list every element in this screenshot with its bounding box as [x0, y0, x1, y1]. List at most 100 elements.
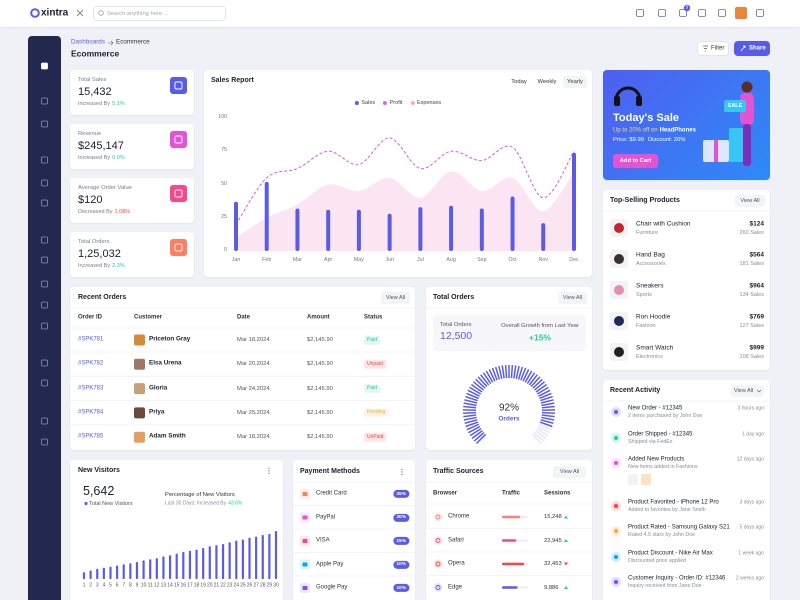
add-to-cart-button[interactable]	[613, 154, 658, 168]
order-id[interactable]: #SPK783	[78, 385, 104, 392]
gauge-tick	[471, 430, 483, 440]
product-image	[614, 347, 624, 357]
customer-avatar	[134, 334, 145, 346]
gauge-tick	[482, 372, 492, 384]
promo-discount: Discount: 20%	[648, 136, 686, 143]
product-image	[614, 223, 624, 233]
x-tick-label: 20	[207, 582, 213, 589]
view-all-label[interactable]: View All	[740, 197, 760, 204]
period-tab[interactable]: Weekly	[537, 78, 557, 85]
browser-icon-dot	[435, 538, 441, 543]
card-title: Top-Selling Products	[610, 197, 680, 205]
view-all-label[interactable]: View All	[562, 294, 583, 301]
person-head	[741, 81, 753, 93]
view-all-label[interactable]: View All	[385, 294, 406, 301]
share-button[interactable]	[734, 41, 770, 56]
search-placeholder[interactable]: Search anything here ...	[107, 10, 169, 17]
payment-name: Credit Card	[316, 490, 347, 497]
visitors-period-change: 43.6%	[228, 499, 243, 506]
gauge-tick	[533, 431, 545, 442]
browser-icon-dot	[435, 585, 441, 590]
order-id[interactable]: #SPK782	[78, 361, 104, 367]
gauge-tick	[491, 367, 498, 381]
stat-icon-glyph	[174, 243, 183, 252]
activity-icon-dot	[614, 461, 618, 465]
product-sales: 108 Sales	[739, 353, 764, 360]
product-name: Chair with Cushion	[636, 220, 691, 228]
view-all-button[interactable]	[558, 292, 587, 304]
stat-label: Revenue	[78, 130, 102, 137]
view-all-button[interactable]	[553, 466, 586, 478]
order-id[interactable]: #SPK784	[78, 409, 104, 416]
activity-title: Added New Products	[628, 456, 685, 463]
card-title: Total Orders	[433, 294, 475, 302]
activity-time: 12 days ago	[736, 455, 764, 462]
legend-label: Sales	[361, 99, 376, 106]
more-icon	[268, 470, 270, 472]
gauge-tick	[463, 402, 477, 407]
order-status: Pending	[364, 408, 389, 418]
stat-icon	[170, 131, 187, 148]
view-all-dropdown[interactable]	[731, 385, 764, 397]
bar	[418, 207, 423, 251]
order-status: UnPaid	[364, 432, 387, 442]
share-label[interactable]: Share	[749, 45, 766, 52]
period-tab[interactable]: Today	[511, 78, 527, 85]
x-tick-label: 8	[128, 582, 132, 589]
x-tick-label: 26	[246, 582, 253, 589]
gauge-category: Orders	[498, 415, 520, 423]
order-id[interactable]: #SPK781	[78, 336, 104, 343]
y-tick-label: 0	[224, 247, 227, 254]
bar	[175, 553, 178, 579]
stat-icon	[170, 185, 187, 202]
payment-icon-glyph	[302, 539, 308, 543]
gauge-tick	[472, 381, 484, 391]
product-price: $964	[749, 282, 764, 290]
filter-button[interactable]	[697, 41, 729, 56]
period-tab[interactable]: Yearly	[567, 78, 583, 85]
x-tick-label: 28	[259, 582, 266, 589]
search-box[interactable]	[93, 6, 226, 21]
bar	[510, 196, 515, 251]
bar	[326, 209, 331, 251]
column-header: Sessions	[544, 490, 571, 497]
product-price: $564	[749, 251, 764, 259]
add-to-cart-label[interactable]: Add to Cart	[619, 157, 652, 164]
breadcrumb-link[interactable]: Dashboards	[71, 38, 105, 46]
legend-label: Profit	[389, 99, 403, 106]
gauge-value	[462, 365, 556, 445]
bar	[102, 567, 105, 579]
visitors-percent-label: Percentage of New Visitors	[165, 491, 235, 498]
x-tick-label: 29	[266, 582, 273, 589]
browser-icon	[433, 583, 443, 592]
x-tick-label: Feb	[262, 257, 272, 264]
view-all-button[interactable]	[735, 195, 765, 207]
card-title: New Visitors	[78, 467, 120, 475]
stat-trend-text: Increased By	[78, 100, 111, 107]
order-id[interactable]: #SPK785	[78, 433, 104, 440]
view-all-label[interactable]: View All	[734, 387, 754, 394]
gauge-tick	[536, 386, 549, 395]
payment-name: PayPal	[316, 514, 336, 521]
bar	[572, 152, 576, 251]
activity-time: 2 weeks ago	[735, 574, 764, 581]
bar	[195, 549, 198, 579]
sidebar-icon	[41, 120, 48, 128]
promo-price: Price: $9.99	[613, 136, 644, 143]
x-tick-label: 18	[193, 582, 200, 589]
view-all-button[interactable]	[381, 292, 410, 304]
x-tick-label: 15	[173, 582, 180, 589]
product-category: Furniture	[636, 229, 659, 236]
x-tick-label: Dec	[569, 257, 579, 264]
growth-value: +15%	[529, 332, 551, 343]
activity-icon-dot	[614, 436, 618, 440]
x-tick-label: 10	[140, 582, 147, 589]
filter-label[interactable]: Filter	[711, 45, 725, 52]
bar	[142, 560, 145, 579]
view-all-label[interactable]: View All	[559, 468, 580, 475]
bar	[109, 566, 112, 579]
headphone-cup	[614, 96, 620, 106]
bar	[261, 534, 264, 579]
browser-icon-dot	[435, 514, 441, 520]
